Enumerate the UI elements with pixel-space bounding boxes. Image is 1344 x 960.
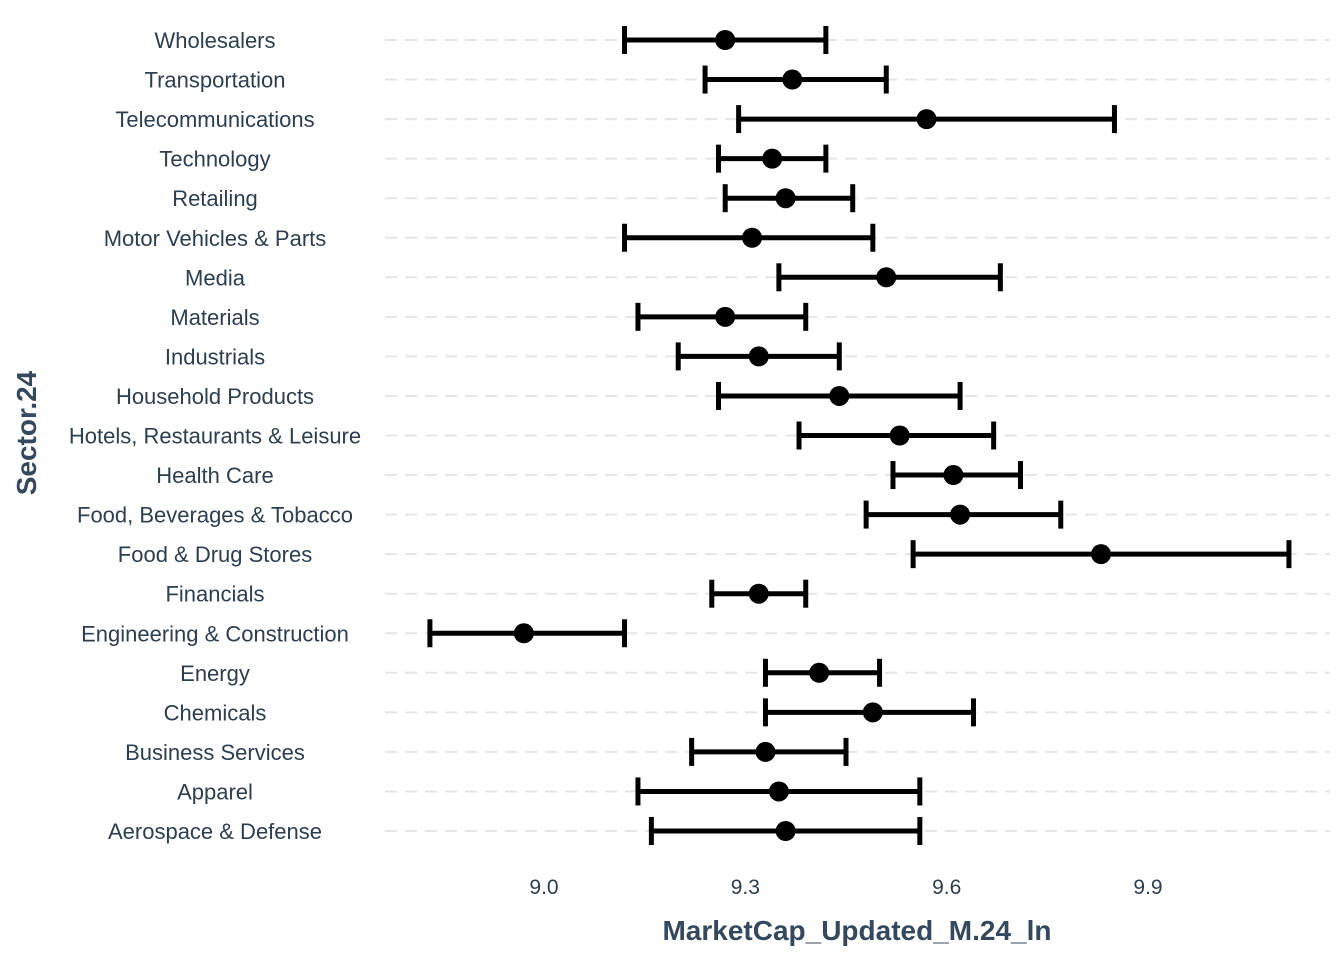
data-point [862, 702, 883, 723]
y-tick-label: Household Products [116, 384, 314, 409]
data-point [762, 148, 783, 169]
x-axis-title: MarketCap_Updated_M.24_ln [662, 915, 1051, 946]
data-point [782, 69, 803, 90]
y-axis-title: Sector.24 [11, 370, 42, 495]
data-point [513, 623, 534, 644]
data-point [889, 425, 910, 446]
y-tick-label: Health Care [156, 463, 273, 488]
y-tick-label: Food & Drug Stores [118, 542, 312, 567]
y-tick-label: Telecommunications [115, 107, 314, 132]
y-tick-label: Industrials [165, 344, 265, 369]
y-tick-label: Hotels, Restaurants & Leisure [69, 424, 361, 449]
y-tick-label: Apparel [177, 779, 253, 804]
data-point [742, 227, 763, 248]
data-point [1091, 544, 1112, 565]
y-tick-label: Motor Vehicles & Parts [104, 226, 327, 251]
y-tick-label: Transportation [144, 68, 285, 93]
x-tick-label: 9.0 [529, 876, 558, 899]
x-tick-label: 9.3 [731, 876, 760, 899]
y-tick-label: Chemicals [164, 700, 267, 725]
points [513, 30, 1112, 841]
y-tick-label: Energy [180, 661, 250, 686]
data-point [755, 741, 776, 762]
y-tick-label: Technology [159, 147, 270, 172]
y-tick-label: Media [185, 265, 246, 290]
data-point [916, 109, 937, 130]
y-tick-labels: Wholesalers Transportation Telecommunicati… [69, 28, 361, 844]
data-point [715, 306, 736, 327]
data-point [775, 821, 796, 841]
y-tick-label: Financials [165, 582, 264, 607]
data-point [829, 385, 850, 406]
y-tick-label: Materials [170, 305, 259, 330]
data-point [748, 346, 769, 367]
data-point [775, 188, 796, 209]
y-tick-label: Aerospace & Defense [108, 819, 322, 844]
y-tick-label: Retailing [172, 186, 258, 211]
data-point [768, 781, 789, 802]
y-tick-label: Engineering & Construction [81, 621, 349, 646]
y-tick-label: Business Services [125, 740, 305, 765]
data-point [950, 504, 971, 525]
x-tick-label: 9.6 [932, 876, 961, 899]
y-tick-label: Wholesalers [154, 28, 275, 53]
x-tick-label: 9.9 [1133, 876, 1162, 899]
error-bars [427, 26, 1292, 845]
data-point [715, 30, 736, 50]
data-point [748, 583, 769, 604]
data-point [809, 662, 830, 683]
x-tick-labels: 9.0 9.3 9.6 9.9 [529, 876, 1162, 899]
data-point [943, 465, 964, 486]
y-tick-label: Food, Beverages & Tobacco [77, 503, 353, 528]
data-point [876, 267, 897, 288]
